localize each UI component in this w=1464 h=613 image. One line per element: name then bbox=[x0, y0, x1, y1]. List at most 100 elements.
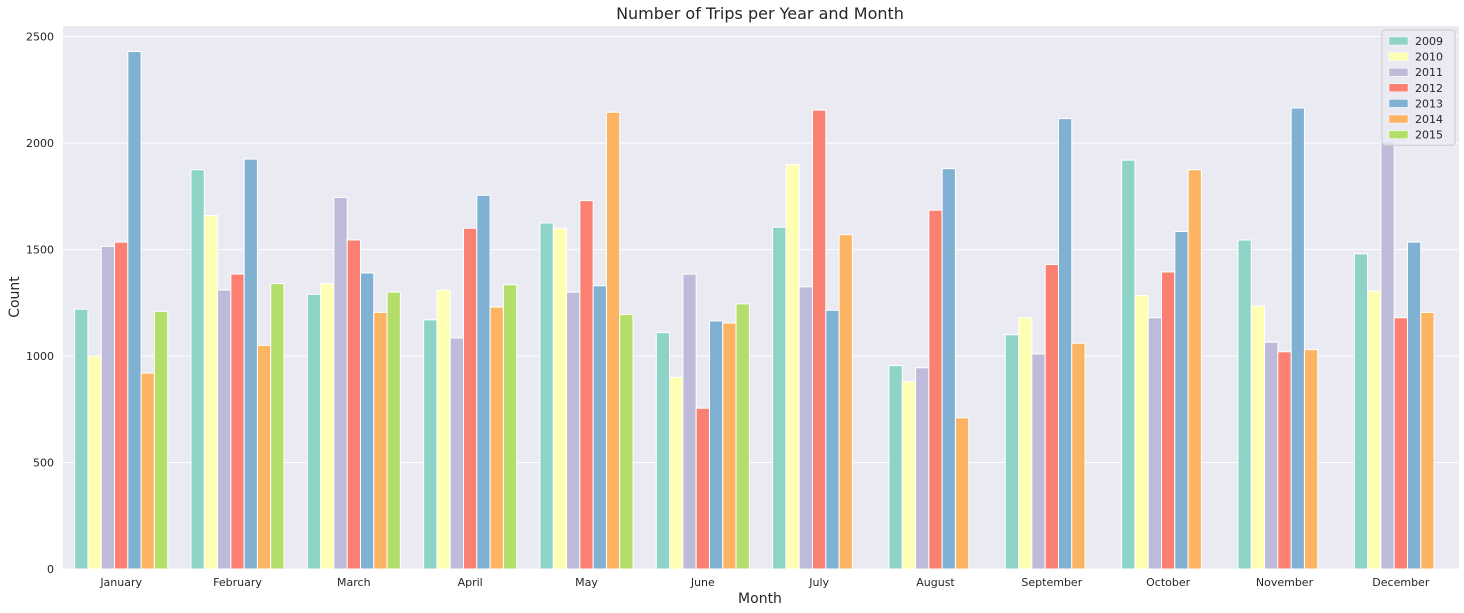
legend-swatch-2013 bbox=[1388, 99, 1409, 108]
x-tick-label: June bbox=[690, 576, 715, 589]
legend-label-2014: 2014 bbox=[1415, 113, 1443, 126]
legend-swatch-2015 bbox=[1388, 130, 1409, 139]
bar-2010-march bbox=[320, 283, 335, 570]
bar-2014-march bbox=[373, 311, 388, 570]
x-tick-label: July bbox=[808, 576, 829, 589]
bar-2012-may bbox=[579, 200, 594, 570]
bar-2010-october bbox=[1134, 294, 1149, 570]
bar-2010-september bbox=[1018, 317, 1033, 570]
bar-2011-october bbox=[1147, 317, 1163, 570]
bar-2015-february bbox=[270, 283, 285, 570]
bar-2012-april bbox=[463, 227, 478, 570]
bar-2011-november bbox=[1264, 341, 1279, 570]
bar-2010-january bbox=[87, 355, 102, 570]
bar-2014-february bbox=[256, 344, 272, 570]
bar-2010-april bbox=[436, 289, 451, 570]
y-axis-label: Count bbox=[7, 276, 23, 318]
legend-label-2009: 2009 bbox=[1415, 35, 1443, 48]
bar-2009-may bbox=[539, 222, 554, 570]
bar-2010-november bbox=[1250, 305, 1266, 570]
legend-label-2013: 2013 bbox=[1415, 97, 1443, 110]
grid-lines bbox=[63, 36, 1459, 570]
bar-2011-july bbox=[798, 286, 814, 570]
legend-swatch-2014 bbox=[1388, 114, 1409, 124]
y-tick-label: 2000 bbox=[26, 137, 54, 150]
bar-2014-november bbox=[1303, 349, 1319, 570]
bar-2015-january bbox=[153, 310, 169, 570]
bar-2014-august bbox=[954, 417, 970, 570]
bar-2013-may bbox=[592, 285, 607, 570]
bar-2011-june bbox=[682, 273, 697, 570]
legend-label-2012: 2012 bbox=[1415, 82, 1443, 95]
bar-2013-august bbox=[941, 168, 956, 570]
bar-2009-november bbox=[1237, 239, 1252, 570]
bar-2014-july bbox=[838, 234, 853, 570]
legend-swatch-2009 bbox=[1388, 36, 1409, 46]
bar-2014-june bbox=[722, 322, 737, 570]
x-tick-labels: January February March April May June July Augu… bbox=[99, 576, 1430, 589]
x-tick-label: February bbox=[213, 576, 262, 589]
bar-2012-march bbox=[346, 239, 361, 570]
bar-2011-august bbox=[915, 367, 930, 570]
bar-2013-november bbox=[1290, 107, 1305, 570]
bar-2009-july bbox=[772, 226, 787, 570]
bar-2013-february bbox=[243, 158, 258, 570]
bar-2011-may bbox=[566, 291, 581, 570]
bar-2014-october bbox=[1187, 169, 1202, 570]
bar-2013-june bbox=[708, 320, 724, 570]
x-tick-label: April bbox=[458, 576, 483, 589]
bar-2011-december bbox=[1380, 140, 1395, 570]
legend: 2009 2010 2011 2012 2013 2014 2015 bbox=[1381, 29, 1456, 146]
legend-label-2011: 2011 bbox=[1415, 66, 1443, 79]
x-tick-label: March bbox=[337, 576, 371, 589]
bar-2009-june bbox=[655, 332, 671, 570]
bar-2009-march bbox=[306, 293, 322, 570]
bar-2013-april bbox=[476, 194, 491, 570]
legend-label-2010: 2010 bbox=[1415, 51, 1443, 64]
bar-2012-july bbox=[812, 109, 827, 570]
bar-2014-september bbox=[1071, 342, 1086, 570]
plot-background bbox=[63, 26, 1459, 569]
bar-2011-february bbox=[217, 289, 232, 570]
bar-2014-april bbox=[489, 306, 504, 570]
legend-swatch-2011 bbox=[1388, 67, 1409, 77]
bar-2009-december bbox=[1353, 253, 1369, 570]
bar-2015-june bbox=[735, 303, 750, 570]
bar-2009-august bbox=[888, 365, 903, 570]
y-tick-label: 2500 bbox=[26, 31, 54, 44]
bar-2015-may bbox=[619, 314, 634, 570]
bar-2011-april bbox=[449, 337, 465, 570]
x-tick-label: October bbox=[1146, 576, 1190, 589]
bar-2012-september bbox=[1044, 263, 1059, 570]
bar-2014-may bbox=[605, 111, 621, 570]
legend-swatch-2012 bbox=[1388, 83, 1409, 93]
legend-label-2015: 2015 bbox=[1415, 129, 1443, 142]
bar-2012-january bbox=[114, 241, 129, 570]
bar-2012-august bbox=[928, 209, 943, 570]
bar-2010-february bbox=[203, 215, 219, 570]
bar-2015-march bbox=[386, 291, 401, 570]
x-axis-label: Month bbox=[738, 591, 782, 607]
bar-2009-february bbox=[190, 169, 205, 570]
bar-2009-april bbox=[423, 319, 438, 570]
bar-2013-march bbox=[359, 272, 375, 570]
x-tick-label: August bbox=[916, 576, 955, 589]
bar-2010-june bbox=[669, 376, 684, 570]
bar-2011-january bbox=[100, 245, 116, 570]
bars bbox=[74, 51, 1435, 570]
bar-2012-december bbox=[1393, 317, 1408, 570]
bar-2009-october bbox=[1121, 159, 1136, 570]
y-tick-label: 1500 bbox=[26, 244, 54, 257]
bar-2012-november bbox=[1277, 351, 1292, 570]
bar-2010-july bbox=[785, 163, 800, 570]
bar-2012-february bbox=[230, 273, 245, 570]
bar-2013-january bbox=[127, 51, 142, 570]
chart-title: Number of Trips per Year and Month bbox=[616, 4, 904, 23]
bar-2011-september bbox=[1031, 353, 1046, 570]
bar-2010-december bbox=[1367, 290, 1382, 570]
bar-2013-july bbox=[825, 309, 840, 570]
x-tick-label: December bbox=[1372, 576, 1430, 589]
bar-2015-april bbox=[502, 284, 518, 570]
x-tick-label: January bbox=[99, 576, 142, 589]
